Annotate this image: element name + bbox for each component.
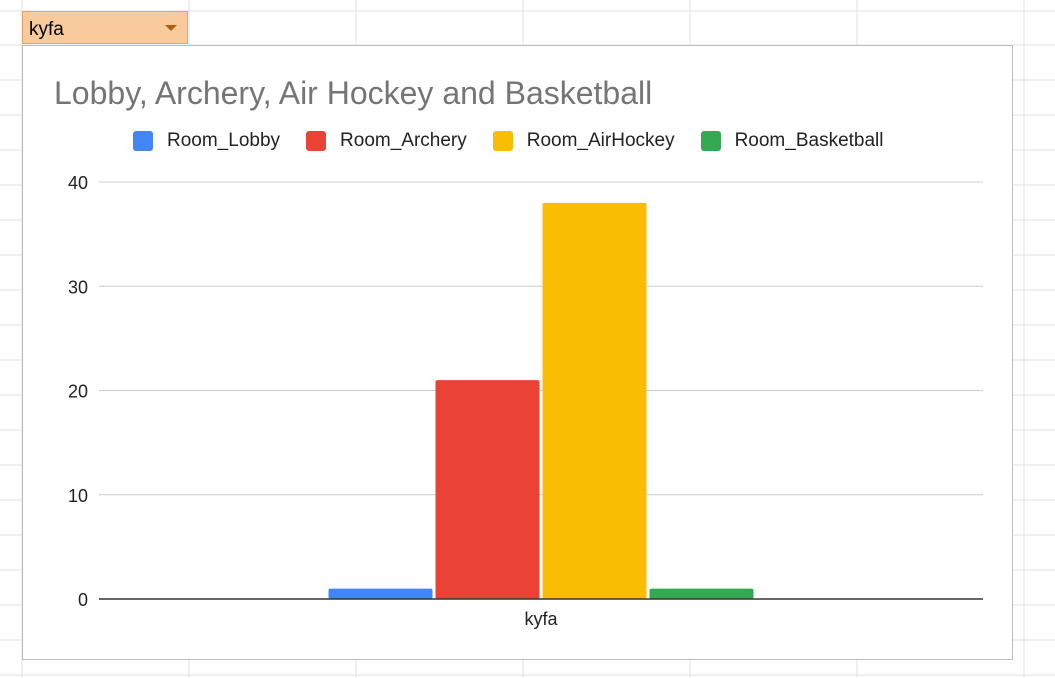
- legend-label: Room_Archery: [340, 130, 467, 151]
- filter-dropdown[interactable]: kyfa: [22, 11, 188, 44]
- legend-label: Room_Basketball: [734, 130, 884, 151]
- legend-swatch: [492, 131, 513, 151]
- bar-room-archery[interactable]: [435, 380, 540, 599]
- caret-down-icon: [165, 25, 177, 31]
- legend-swatch: [306, 131, 327, 151]
- bar-room-airhockey[interactable]: [542, 202, 647, 599]
- filter-value: kyfa: [29, 19, 64, 40]
- legend-item-room-basketball: Room_Basketball: [700, 130, 884, 152]
- legend-swatch: [700, 131, 721, 151]
- legend-item-room-archery: Room_Archery: [306, 130, 467, 152]
- plot-area: 0 10 20 30 40 kyfa: [68, 173, 983, 629]
- legend-swatch: [133, 131, 153, 151]
- chart-legend: Room_Lobby Room_Archery Room_AirHockey R…: [133, 129, 884, 153]
- y-tick-label: 20: [68, 382, 88, 402]
- y-tick-label: 0: [78, 590, 88, 610]
- chart-title: Lobby, Archery, Air Hockey and Basketbal…: [54, 75, 653, 111]
- legend-item-room-lobby: Room_Lobby: [133, 130, 280, 152]
- x-tick-label: kyfa: [524, 609, 558, 629]
- legend-label: Room_Lobby: [167, 130, 281, 151]
- legend-label: Room_AirHockey: [526, 130, 675, 151]
- chart-container[interactable]: Lobby, Archery, Air Hockey and Basketbal…: [22, 45, 1013, 660]
- legend-item-room-airhockey: Room_AirHockey: [492, 130, 675, 152]
- bar-room-lobby[interactable]: [328, 588, 433, 599]
- y-tick-label: 40: [68, 173, 88, 193]
- y-tick-label: 30: [68, 277, 88, 297]
- y-tick-label: 10: [68, 486, 88, 506]
- bar-room-basketball[interactable]: [649, 588, 754, 599]
